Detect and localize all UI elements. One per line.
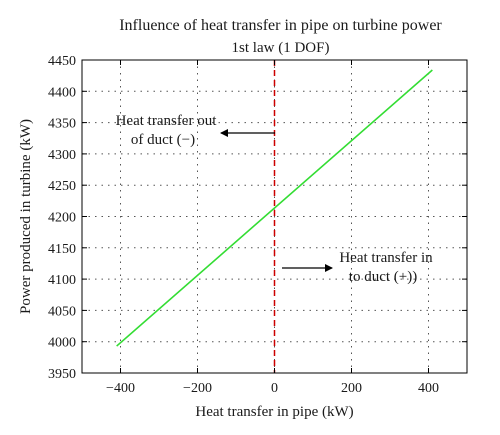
annotation-left-text: of duct (−)	[131, 132, 195, 148]
series-line	[116, 69, 433, 347]
y-tick-label: 4050	[48, 304, 76, 319]
annotations: Heat transfer out of duct (−) Heat transfe…	[116, 113, 434, 285]
annotation-right-text: to duct (+))	[349, 269, 417, 285]
y-tick-label: 4300	[48, 148, 76, 163]
annotation-left-text: Heat transfer out	[116, 113, 218, 129]
ticks: −400 −200 0 200 400 3950 4000 4050 4100 4150 4200 4…	[48, 54, 467, 396]
y-tick-label: 4000	[48, 336, 76, 351]
chart-subtitle: 1st law (1 DOF)	[232, 40, 330, 56]
x-tick-label: −400	[106, 381, 135, 396]
y-tick-label: 4450	[48, 54, 76, 69]
y-tick-label: 4200	[48, 211, 76, 226]
series-group	[116, 69, 433, 347]
x-tick-label: −200	[183, 381, 212, 396]
y-tick-label: 4350	[48, 117, 76, 132]
annotation-right-text: Heat transfer in	[339, 250, 433, 266]
x-tick-label: 400	[418, 381, 439, 396]
y-tick-label: 4100	[48, 273, 76, 288]
x-tick-label: 200	[341, 381, 362, 396]
y-tick-label: 4400	[48, 85, 76, 100]
y-axis-label: Power produced in turbine (kW)	[18, 119, 34, 314]
y-tick-label: 4250	[48, 179, 76, 194]
y-tick-label: 3950	[48, 367, 76, 382]
x-tick-label: 0	[271, 381, 278, 396]
chart-title: Influence of heat transfer in pipe on tu…	[119, 17, 442, 34]
x-axis-label: Heat transfer in pipe (kW)	[195, 404, 353, 420]
y-tick-label: 4150	[48, 242, 76, 257]
